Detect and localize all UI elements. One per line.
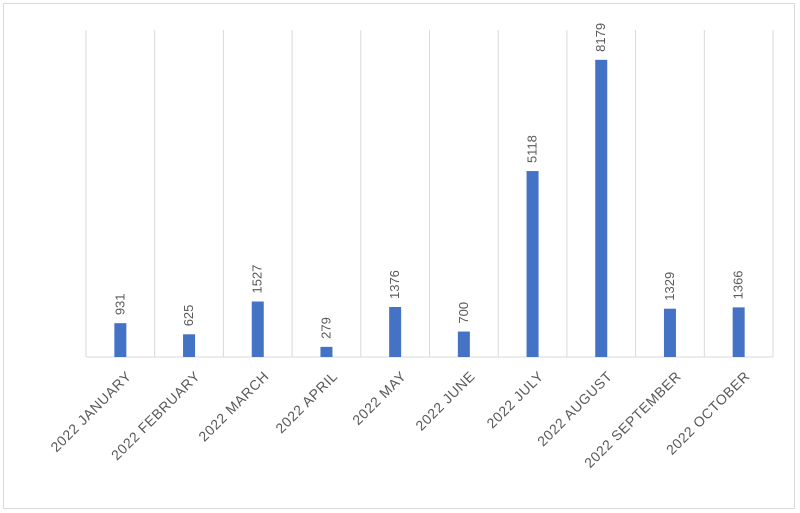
data-label: 931 (112, 293, 127, 315)
x-tick-label: 2022 JULY (483, 368, 546, 431)
data-label: 700 (456, 302, 471, 324)
bar (183, 334, 196, 357)
bar (526, 171, 539, 357)
data-label: 1329 (662, 272, 677, 301)
x-tick-label: 2022 JUNE (412, 368, 478, 434)
data-label: 5118 (525, 135, 540, 163)
bar (732, 307, 745, 357)
bar (457, 331, 470, 357)
data-label: 1366 (731, 270, 746, 299)
bar (389, 307, 402, 357)
x-tick-label: 2022 APRIL (272, 368, 340, 436)
bar (251, 301, 264, 357)
bar (320, 346, 333, 357)
chart-area (3, 3, 795, 509)
data-label: 279 (318, 317, 333, 339)
data-label: 1376 (387, 270, 402, 299)
bar (114, 323, 127, 357)
data-label: 625 (181, 305, 196, 327)
x-tick-label: 2022 MARCH (195, 368, 272, 445)
bar (663, 308, 676, 357)
x-tick-label: 2022 MAY (349, 368, 409, 428)
bar (595, 59, 608, 358)
data-label: 8179 (593, 23, 608, 52)
data-label: 1527 (250, 265, 265, 294)
